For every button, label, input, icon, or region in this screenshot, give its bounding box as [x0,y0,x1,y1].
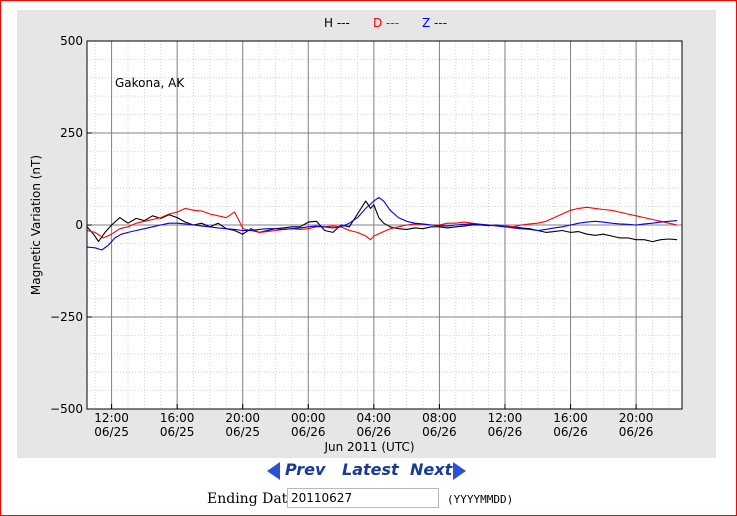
ending-date-label: Ending Date: [207,491,301,507]
y-axis: 500 250 0 −250 −500 [50,34,92,416]
navigation-bar: Prev Latest Next [0,460,737,482]
x-tick-time-label: 12:00 [488,411,523,425]
ending-date-input[interactable] [287,488,439,508]
y-tick-label: −250 [50,310,83,324]
x-tick-time-label: 16:00 [553,411,588,425]
x-tick-date-label: 06/25 [225,425,260,439]
chart-panel: H --- D --- Z --- 500 250 0 −250 −500 12:00 06/… [17,10,716,458]
x-axis-label: Jun 2011 (UTC) [323,440,414,454]
legend-entry-z: Z --- [422,16,447,30]
series-line-d [86,206,678,241]
x-tick-date-label: 06/26 [553,425,588,439]
ending-date-form: Ending Date: (YYYYMMDD) [0,487,737,511]
x-tick-time-label: 08:00 [422,411,457,425]
x-tick-time-label: 04:00 [357,411,392,425]
series-line-z [86,196,678,251]
x-tick-date-label: 06/26 [422,425,457,439]
latest-link[interactable]: Latest [342,460,399,479]
y-tick-label: −500 [50,402,83,416]
x-tick-date-label: 06/26 [291,425,326,439]
y-tick-label: 500 [60,34,83,48]
x-tick-date-label: 06/25 [94,425,129,439]
x-tick-date-label: 06/26 [488,425,523,439]
next-link[interactable]: Next [410,460,453,479]
series-line-h [86,200,678,243]
x-tick-time-label: 12:00 [94,411,129,425]
date-format-hint: (YYYYMMDD) [447,493,514,506]
x-tick-date-label: 06/26 [619,425,654,439]
x-tick-time-label: 16:00 [160,411,195,425]
x-axis: 12:0006/2516:0006/2520:0006/2500:0006/26… [94,404,653,439]
station-label: Gakona, AK [115,76,185,90]
x-tick-date-label: 06/25 [160,425,195,439]
y-tick-label: 250 [60,126,83,140]
prev-link[interactable]: Prev [285,460,326,479]
y-tick-label: 0 [75,218,83,232]
x-tick-time-label: 20:00 [225,411,260,425]
legend-entry-d: D --- [373,16,399,30]
x-tick-time-label: 00:00 [291,411,326,425]
x-tick-time-label: 20:00 [619,411,654,425]
y-axis-label: Magnetic Variation (nT) [29,155,43,295]
next-arrow-icon[interactable] [453,462,466,480]
legend: H --- D --- Z --- [324,16,447,30]
prev-arrow-icon[interactable] [267,462,280,480]
series-group [86,196,678,251]
legend-entry-h: H --- [324,16,350,30]
x-tick-date-label: 06/26 [357,425,392,439]
